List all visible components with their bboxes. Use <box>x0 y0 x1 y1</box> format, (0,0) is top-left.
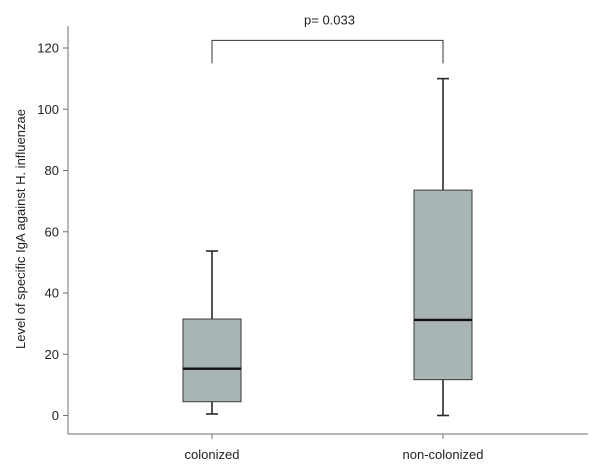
y-axis: 0 20 40 60 80 100 120 <box>37 26 69 434</box>
x-axis: colonized non-colonized <box>68 433 588 462</box>
y-tick-label: 100 <box>37 102 59 117</box>
y-tick-label: 0 <box>52 408 59 423</box>
y-tick-label: 120 <box>37 41 59 56</box>
boxes <box>182 77 473 417</box>
y-axis-label: Level of specific IgA against H. influen… <box>13 109 28 349</box>
p-value-label: p= 0.033 <box>304 12 355 27</box>
iqr-box <box>413 189 473 381</box>
significance-annotation: p= 0.033 <box>211 12 444 64</box>
x-category-label: non-colonized <box>403 447 484 462</box>
y-tick-label: 20 <box>45 347 59 362</box>
y-tick-label: 60 <box>45 224 59 239</box>
y-tick-label: 40 <box>45 286 59 301</box>
box-non-colonized <box>413 77 473 417</box>
iqr-box <box>182 318 242 403</box>
box-colonized <box>182 250 242 415</box>
y-tick-label: 80 <box>45 163 59 178</box>
x-category-label: colonized <box>185 447 240 462</box>
significance-bracket <box>211 39 444 64</box>
